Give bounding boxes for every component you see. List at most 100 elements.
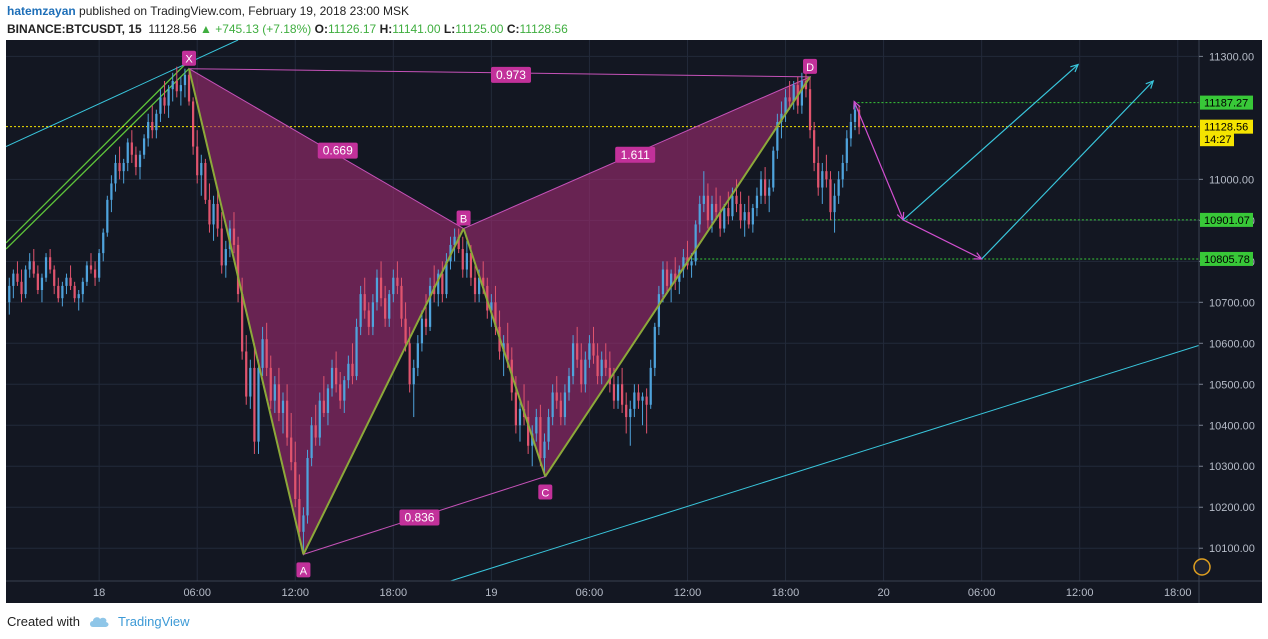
candle — [755, 187, 759, 217]
candle — [404, 302, 407, 352]
candle — [588, 335, 591, 368]
candle — [551, 384, 554, 426]
candle — [24, 265, 27, 299]
candle — [625, 392, 628, 434]
candle-body — [167, 89, 170, 106]
candle — [40, 273, 44, 303]
candle-body — [698, 203, 701, 225]
candle — [735, 179, 738, 213]
candle-body — [612, 384, 616, 401]
candle — [53, 265, 56, 295]
level-lines — [6, 102, 1199, 260]
candle-body — [461, 249, 464, 270]
candle-body — [706, 195, 710, 221]
candle-body — [535, 417, 538, 434]
candle — [367, 302, 370, 336]
candle — [788, 80, 791, 110]
published-text: published on TradingView.com, February 1… — [79, 4, 410, 18]
candle-body — [359, 294, 362, 327]
candle — [751, 203, 754, 233]
price-badge-text: 10805.78 — [1204, 254, 1250, 266]
candle — [620, 367, 624, 413]
candle-body — [69, 277, 72, 286]
candle-body — [641, 396, 644, 401]
candle — [151, 105, 154, 139]
candle — [363, 277, 366, 319]
candle-body — [747, 212, 750, 225]
candle — [420, 310, 424, 352]
candle-body — [379, 277, 383, 299]
candle-body — [674, 273, 677, 282]
candle-body — [739, 203, 742, 221]
candle — [535, 408, 538, 442]
candle-body — [310, 425, 313, 459]
candle-body — [629, 408, 632, 418]
candle — [384, 285, 387, 327]
candle — [245, 335, 248, 405]
candle-body — [204, 162, 207, 200]
candle-body — [808, 89, 812, 131]
time-tick-label: 12:00 — [674, 587, 702, 599]
chart-area[interactable]: X A B C D 0.669 0.836 1.611 0.973 11300.00 11000.… — [6, 40, 1262, 603]
candle — [249, 359, 252, 409]
candle — [61, 281, 64, 307]
candle-body — [273, 384, 276, 401]
candle-body — [89, 265, 93, 270]
candle — [396, 261, 399, 295]
time-tick-label: 06:00 — [576, 587, 604, 599]
candle — [110, 175, 113, 213]
candle-body — [404, 318, 407, 344]
candle-body — [563, 392, 567, 418]
projection-path — [853, 101, 982, 260]
pattern-legs — [188, 68, 811, 555]
pattern-labels: X A B C D 0.669 0.836 1.611 0.973 — [182, 50, 818, 578]
candle-body — [633, 392, 636, 409]
tradingview-brand-link[interactable]: TradingView — [118, 614, 190, 629]
candle-body — [702, 195, 705, 204]
candle-body — [453, 236, 456, 245]
chart-settings-icon — [1193, 558, 1211, 576]
candle-body — [257, 367, 260, 442]
candle — [122, 158, 125, 184]
candle-body — [657, 294, 661, 327]
candle-body — [224, 249, 227, 266]
candle — [657, 285, 661, 336]
candle-body — [196, 146, 199, 176]
candle-body — [277, 384, 281, 413]
candle — [412, 359, 415, 418]
candle — [829, 171, 832, 221]
candle-body — [788, 97, 791, 102]
candle-body — [755, 195, 759, 209]
footer: Created with TradingView — [0, 606, 1268, 639]
candle — [637, 384, 640, 409]
candle — [723, 203, 726, 233]
candle — [306, 449, 309, 524]
candle-body — [518, 408, 522, 426]
candle — [126, 138, 129, 172]
candle — [641, 392, 644, 426]
candle — [339, 371, 342, 409]
time-tick-label: 18 — [93, 587, 105, 599]
candle-body — [159, 97, 162, 114]
candle — [171, 72, 174, 102]
candle-body — [845, 138, 848, 163]
candle — [518, 400, 522, 442]
candle — [77, 290, 80, 311]
candle-body — [580, 359, 583, 385]
candle-body — [833, 195, 836, 213]
candle-body — [351, 363, 354, 377]
price-badge-bg — [1200, 119, 1253, 134]
candle — [600, 351, 603, 385]
candle-body — [547, 417, 550, 442]
price-badge: 11128.56 — [1200, 119, 1253, 134]
author-link[interactable]: hatemzayan — [7, 4, 76, 18]
candle — [36, 265, 39, 295]
candle — [224, 240, 227, 278]
candle-body — [40, 277, 44, 291]
candle — [49, 249, 52, 274]
candle — [155, 109, 158, 139]
candle — [800, 72, 804, 114]
candle-body — [768, 187, 771, 196]
candle — [375, 269, 379, 311]
